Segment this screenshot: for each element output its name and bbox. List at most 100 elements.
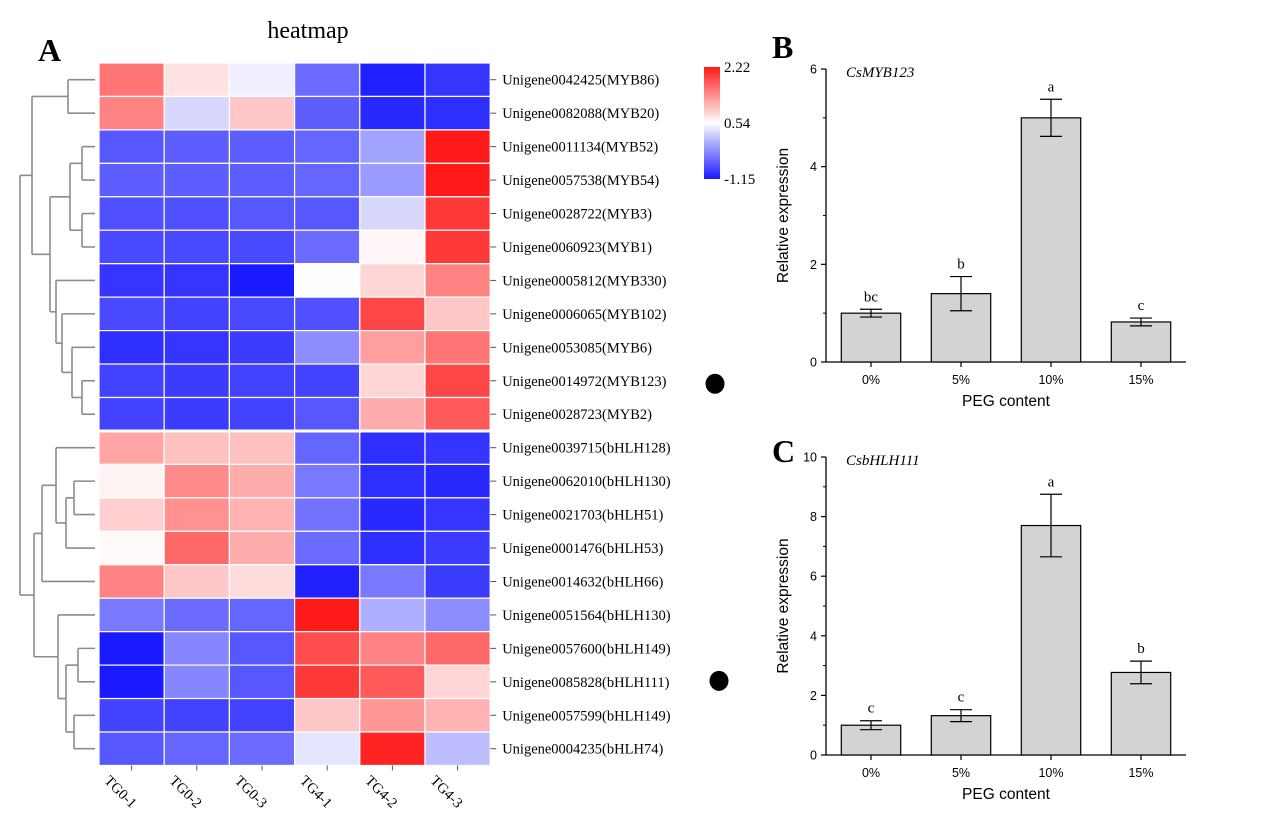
heatmap-cell: [163, 664, 230, 700]
row-label: Unigene0082088(MYB20): [502, 106, 659, 122]
heatmap-cell: [163, 731, 230, 767]
heatmap-cell: [424, 263, 491, 298]
heatmap-cell: [98, 530, 165, 566]
significance-label: c: [958, 690, 965, 706]
heatmap-cell: [163, 296, 230, 332]
heatmap-cell: [228, 229, 296, 265]
heatmap-cell: [294, 664, 361, 700]
y-tick-label: 6: [810, 63, 817, 77]
heatmap-cell: [163, 363, 230, 399]
heatmap-cell: [228, 463, 296, 499]
heatmap-cell: [359, 263, 426, 298]
heatmap-cell: [294, 497, 361, 532]
heatmap-cell: [163, 229, 230, 265]
heatmap-cell: [163, 95, 230, 131]
heatmap-cell: [98, 497, 165, 532]
heatmap-cell: [228, 664, 296, 700]
heatmap-cell: [163, 162, 230, 198]
heatmap-cell: [98, 664, 165, 700]
heatmap-cell: [359, 430, 426, 466]
row-label: Unigene0028722(MYB3): [502, 207, 652, 223]
heatmap-cell: [359, 697, 426, 733]
legend-label: -1.15: [724, 172, 755, 188]
heatmap-cell: [228, 731, 296, 767]
row-label: Unigene0057600(bHLH149): [502, 641, 671, 657]
column-label: TG0-2: [166, 773, 205, 812]
heatmap-cell: [228, 564, 296, 599]
heatmap-row-labels: Unigene0042425(MYB86) Unigene0082088(MYB2…: [490, 73, 671, 758]
heatmap-cell: [294, 564, 361, 599]
row-label: Unigene0039715(bHLH128): [502, 441, 671, 457]
heatmap-cell: [424, 463, 491, 499]
heatmap-cell: [294, 330, 361, 365]
heatmap-cell: [163, 263, 230, 298]
x-tick-label: 15%: [1128, 766, 1153, 780]
heatmap-cell: [163, 497, 230, 532]
heatmap-cell: [424, 564, 491, 599]
bar-chart-csbhlh111: 0 2 4 6 8 10 c 0% c 5% a 10% b 15% CsbHLH111 PEG conten…: [775, 451, 1186, 803]
significance-label: b: [957, 257, 965, 273]
panel-a-label: A: [38, 32, 61, 68]
heatmap-cell: [98, 162, 165, 198]
heatmap-cell: [359, 564, 426, 599]
heatmap-cell: [424, 597, 491, 633]
heatmap-cell: [228, 129, 296, 164]
heatmap-cell: [228, 263, 296, 298]
heatmap-cell: [294, 631, 361, 666]
y-tick-label: 0: [810, 356, 817, 370]
significance-label: c: [1138, 298, 1145, 314]
heatmap-cell: [98, 129, 165, 164]
heatmap-row-markers: [705, 373, 729, 691]
heatmap-cell: [359, 497, 426, 532]
heatmap-cell: [98, 196, 165, 231]
heatmap-cell: [424, 664, 491, 700]
row-label: Unigene0004235(bHLH74): [502, 742, 663, 758]
heatmap-color-legend: 2.22 0.54 -1.15: [704, 60, 755, 188]
heatmap-cell: [294, 263, 361, 298]
heatmap-cell: [228, 162, 296, 198]
heatmap-cell: [294, 296, 361, 332]
heatmap-cell: [359, 396, 426, 432]
heatmap-cell: [98, 263, 165, 298]
heatmap-cell: [294, 196, 361, 231]
heatmap-cell: [163, 530, 230, 566]
column-label: TG4-2: [362, 773, 401, 812]
x-axis-label: PEG content: [962, 786, 1051, 803]
row-label: Unigene0005812(MYB330): [502, 273, 666, 289]
column-label: TG4-1: [296, 773, 335, 812]
row-label: Unigene0062010(bHLH130): [502, 474, 671, 490]
row-label: Unigene0057538(MYB54): [502, 173, 659, 189]
heatmap-cells: [98, 62, 491, 767]
y-tick-label: 4: [810, 160, 817, 174]
heatmap-cell: [98, 95, 165, 131]
row-marker-dot: [705, 373, 725, 394]
heatmap-cell: [98, 396, 165, 432]
heatmap-cell: [359, 330, 426, 365]
row-label: Unigene0028723(MYB2): [502, 407, 652, 423]
y-tick-label: 10: [803, 451, 817, 465]
heatmap-cell: [163, 330, 230, 365]
heatmap-cell: [359, 162, 426, 198]
heatmap-cell: [424, 330, 491, 365]
heatmap-cell: [424, 497, 491, 532]
heatmap-cell: [359, 597, 426, 633]
heatmap-cell: [228, 62, 296, 98]
heatmap-cell: [424, 363, 491, 399]
heatmap-cell: [359, 463, 426, 499]
heatmap-cell: [163, 196, 230, 231]
y-axis-label: Relative expression: [775, 538, 792, 673]
heatmap-cell: [228, 363, 296, 399]
heatmap-cell: [294, 430, 361, 466]
significance-label: bc: [864, 289, 879, 305]
row-label: Unigene0021703(bHLH51): [502, 508, 663, 524]
significance-label: a: [1048, 474, 1055, 490]
x-tick-label: 5%: [952, 766, 970, 780]
legend-label: 0.54: [724, 116, 751, 132]
heatmap-cell: [424, 631, 491, 666]
x-tick-label: 5%: [952, 373, 970, 387]
heatmap-cell: [424, 162, 491, 198]
heatmap-cell: [424, 731, 491, 767]
heatmap-cell: [98, 363, 165, 399]
row-label: Unigene0085828(bHLH111): [502, 675, 669, 691]
